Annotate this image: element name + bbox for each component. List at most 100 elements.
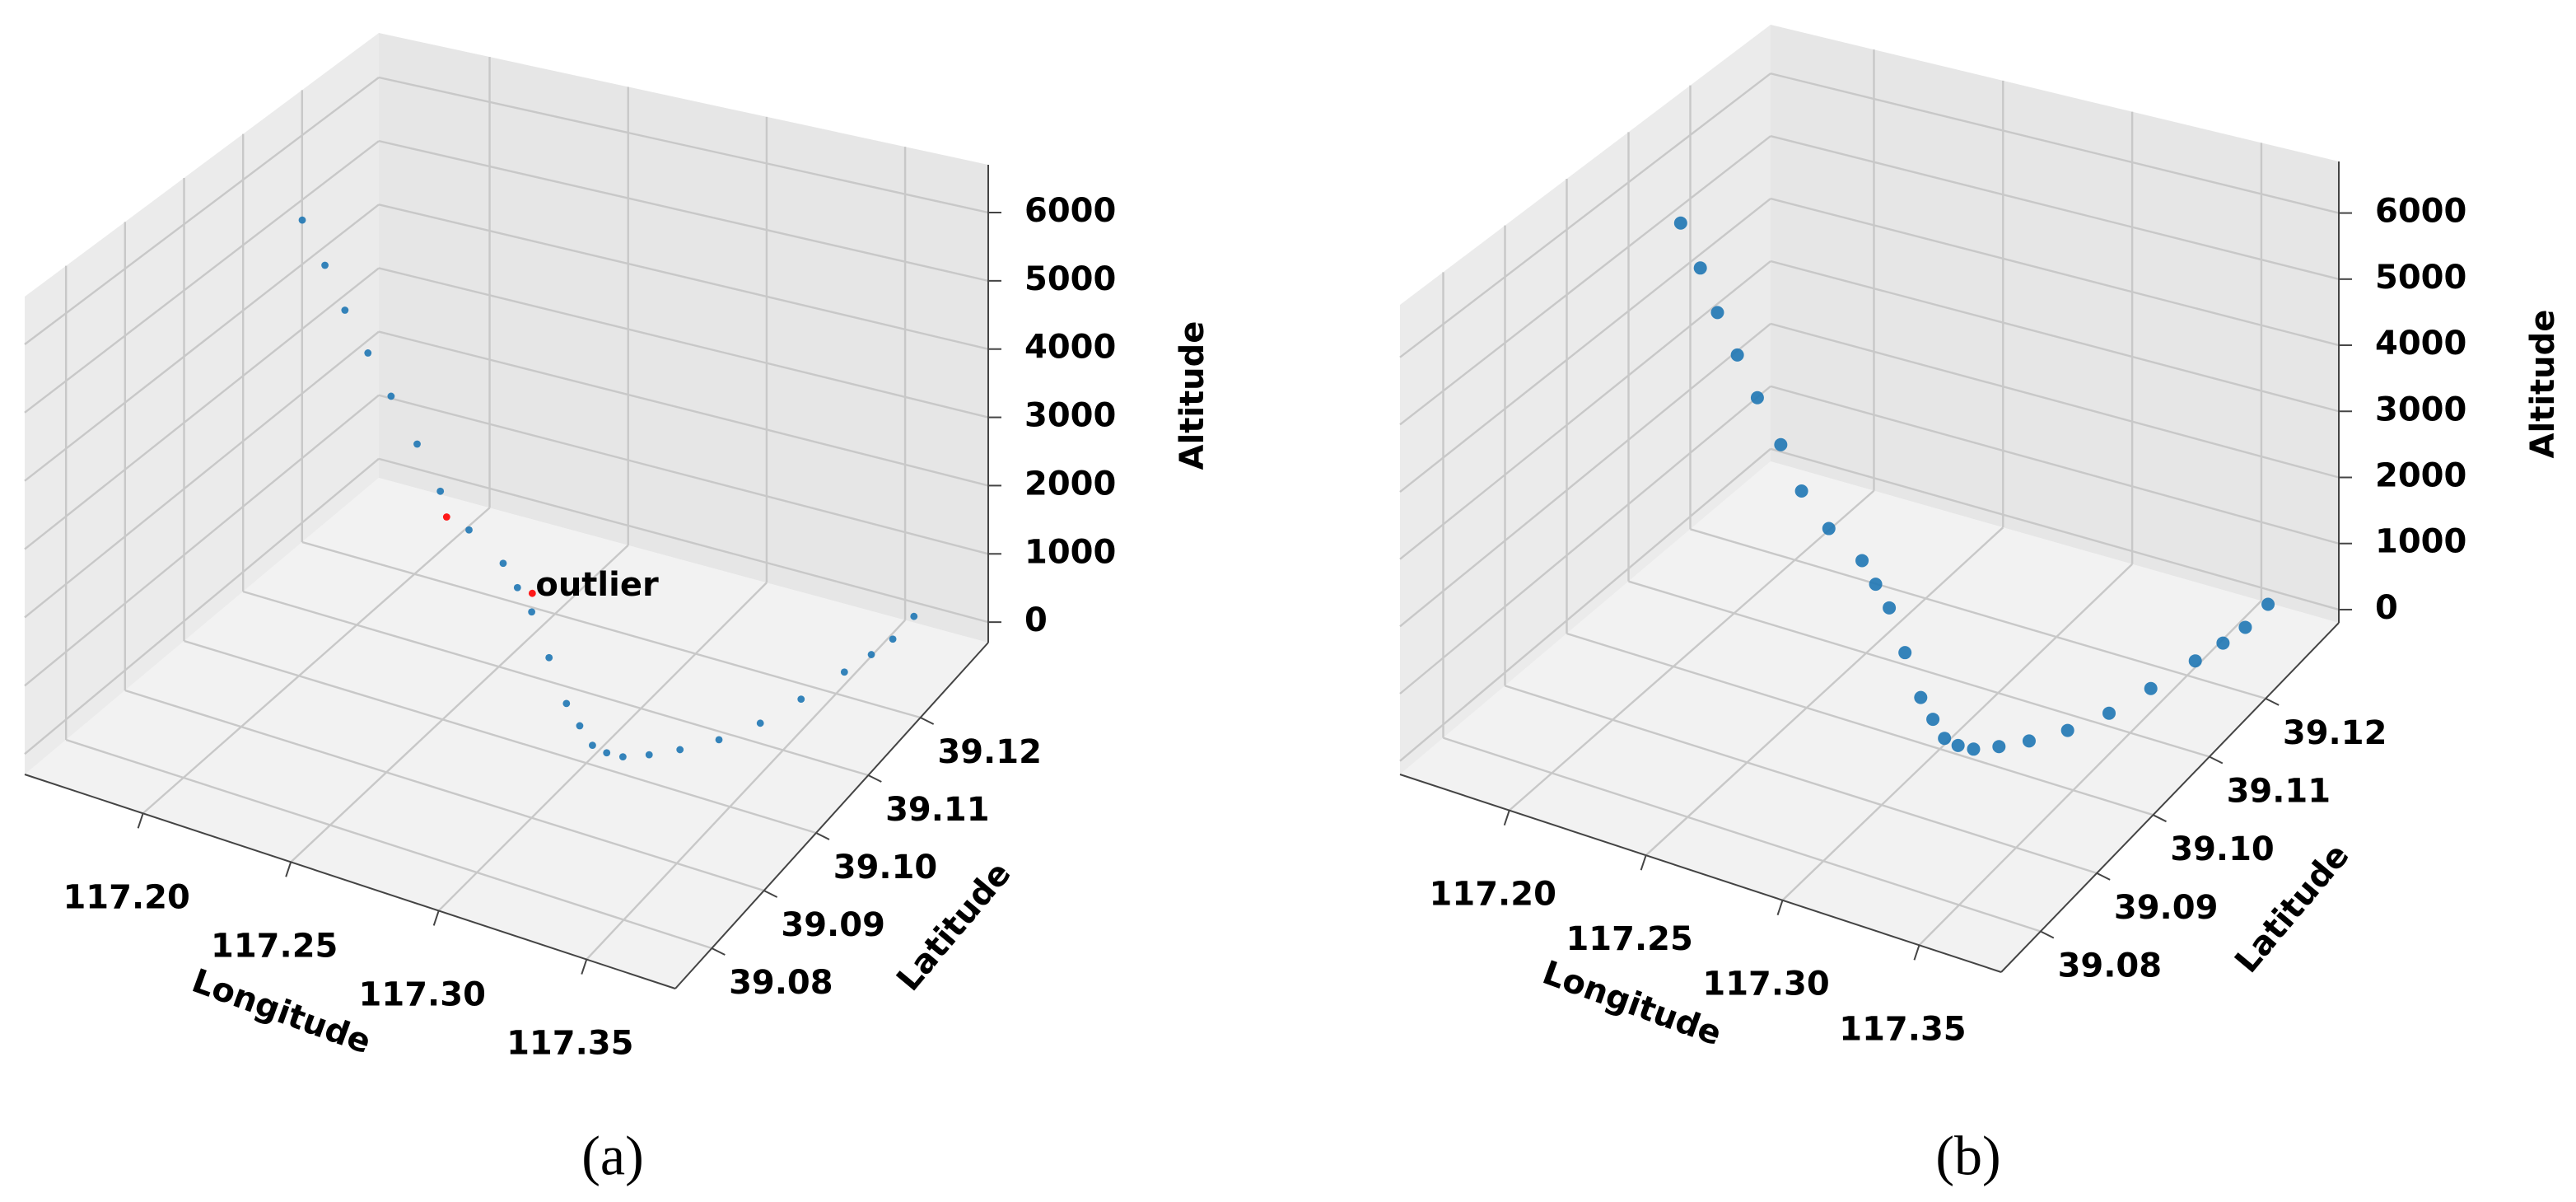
tick-mark [2153, 814, 2167, 823]
data-point [528, 608, 536, 616]
y-tick-label: 39.09 [2114, 889, 2219, 927]
data-point [298, 216, 306, 224]
data-point [499, 559, 507, 568]
y-tick-label: 39.11 [885, 791, 990, 829]
z-tick-label: 6000 [1024, 192, 1116, 230]
grid-line [378, 203, 989, 350]
data-point [1992, 740, 2006, 754]
data-point [2216, 636, 2230, 650]
grid-line [378, 76, 989, 214]
z-tick-label: 1000 [1024, 533, 1116, 571]
data-point [715, 736, 723, 744]
grid-line [1781, 563, 2133, 901]
tick-mark [815, 832, 830, 840]
x-axis-label: Longitude [187, 962, 376, 1062]
data-point [1967, 742, 1981, 756]
grid-line [24, 394, 380, 687]
y-tick-label: 39.08 [729, 964, 833, 1002]
data-point [910, 612, 918, 620]
grid-line [301, 540, 921, 719]
grid-line [378, 139, 989, 283]
right-pane [1771, 25, 2339, 623]
data-point [528, 589, 536, 597]
grid-line [24, 77, 380, 345]
data-point [1855, 554, 1869, 568]
z-tick-label: 4000 [2375, 325, 2466, 362]
z-tick-label: 2000 [1024, 465, 1116, 503]
data-point [1750, 391, 1764, 405]
data-point [576, 722, 584, 730]
z-tick-label: 3000 [1024, 397, 1116, 435]
data-point [465, 526, 473, 534]
grid-line [1690, 528, 2266, 700]
data-point [1938, 732, 1952, 746]
grid-line [65, 738, 712, 950]
data-point [562, 699, 571, 708]
data-point [2261, 597, 2275, 611]
data-point [2238, 620, 2252, 634]
data-point [1693, 261, 1707, 275]
grid-line [1399, 323, 1771, 628]
left-pane [25, 33, 379, 774]
data-point [797, 695, 805, 704]
data-point [618, 753, 627, 761]
grid-line [1770, 322, 2340, 479]
tick-mark [1640, 854, 1647, 871]
grid-line [184, 639, 817, 835]
x-tick-label: 117.30 [1702, 966, 1829, 1003]
annotation: outlier [535, 566, 659, 604]
x-tick-label: 117.35 [506, 1025, 633, 1063]
y-tick-label: 39.10 [2170, 830, 2275, 868]
grid-line [24, 267, 380, 550]
z-tick-label: 5000 [2375, 259, 2466, 297]
tick-mark [2096, 872, 2111, 881]
grid-line [1770, 197, 2340, 347]
panel-label: (b) [1935, 1125, 2000, 1187]
data-point [2102, 706, 2116, 720]
data-point [1822, 521, 1836, 536]
tick-mark [2040, 930, 2055, 939]
grid-line [1566, 632, 2154, 816]
z-tick-label: 2000 [2375, 456, 2466, 494]
data-point [1673, 216, 1687, 230]
data-point [603, 749, 611, 757]
grid-line [1399, 385, 1771, 695]
x-tick-label: 117.20 [63, 878, 189, 916]
z-tick-label: 5000 [1024, 260, 1116, 298]
data-point [756, 719, 764, 727]
axis-line [24, 774, 676, 989]
grid-line [1770, 260, 2340, 413]
x-tick-label: 117.25 [211, 927, 338, 965]
tick-mark [920, 717, 935, 725]
grid-line [1399, 198, 1771, 493]
z-tick-label: 6000 [2375, 193, 2466, 231]
data-point [2144, 681, 2158, 695]
z-tick-label: 1000 [2375, 523, 2466, 561]
grid-line [1918, 600, 2262, 947]
data-point [889, 635, 897, 643]
grid-line [1399, 72, 1771, 358]
tick-mark [2209, 755, 2224, 765]
data-point [442, 513, 450, 521]
tick-mark [432, 910, 440, 926]
grid-line [24, 140, 380, 414]
data-point [513, 583, 521, 592]
data-point [364, 349, 372, 357]
grid-line [124, 689, 765, 892]
tick-mark [1776, 900, 1784, 916]
grid-line [378, 267, 989, 419]
y-tick-label: 39.09 [781, 906, 885, 944]
grid-line [1508, 489, 1875, 811]
data-point [1774, 437, 1788, 451]
axis-line [2000, 622, 2340, 973]
axis-line [1399, 774, 2002, 973]
data-point [645, 751, 653, 759]
z-tick-label: 0 [1024, 601, 1048, 639]
data-point [413, 440, 421, 448]
left-pane [1400, 25, 1771, 774]
grid-line [1505, 685, 2098, 875]
z-tick-label: 4000 [1024, 329, 1116, 367]
grid-line [378, 457, 989, 624]
floor-pane [25, 478, 988, 989]
